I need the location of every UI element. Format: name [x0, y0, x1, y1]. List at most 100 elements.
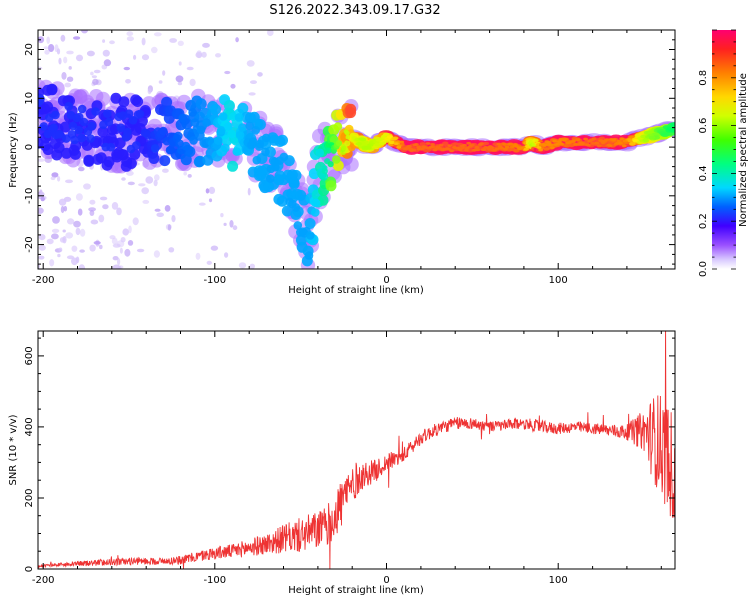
heatmap-cell	[174, 131, 183, 141]
heatmap-cell	[457, 148, 463, 152]
heatmap-speckle	[153, 179, 158, 187]
x-tick-label: -100	[203, 275, 226, 286]
heatmap-cell	[103, 156, 115, 168]
heatmap-speckle	[89, 199, 96, 205]
heatmap-cell	[135, 109, 145, 119]
heatmap-cell	[281, 205, 293, 217]
heatmap-speckle	[136, 248, 145, 253]
heatmap-speckle	[71, 245, 78, 252]
heatmap-cell	[464, 146, 470, 150]
heatmap-cell	[213, 136, 223, 145]
heatmap-cell	[379, 141, 386, 145]
heatmap-cell	[166, 145, 175, 155]
heatmap-speckle	[78, 264, 86, 269]
heatmap-cell	[114, 137, 126, 149]
heatmap-cell	[227, 129, 236, 139]
heatmap-speckle	[257, 72, 263, 77]
heatmap-cell	[396, 145, 402, 149]
heatmap-cell	[635, 133, 642, 138]
heatmap-speckle	[117, 258, 121, 266]
heatmap-cell	[188, 108, 197, 117]
x-tick-label: 0	[383, 575, 389, 586]
heatmap-cell	[234, 113, 244, 122]
heatmap-cell	[261, 133, 271, 143]
heatmap-cell	[279, 152, 289, 162]
heatmap-cell	[439, 143, 444, 147]
heatmap-cell	[293, 221, 303, 230]
heatmap-cell	[128, 115, 138, 125]
heatmap-speckle	[98, 214, 105, 223]
heatmap-cell	[524, 144, 531, 149]
heatmap-speckle	[246, 60, 255, 67]
heatmap-speckle	[132, 217, 139, 226]
heatmap-cell	[238, 123, 247, 132]
heatmap-cell	[345, 107, 357, 119]
heatmap-speckle	[153, 250, 160, 258]
heatmap-cell	[271, 163, 280, 172]
heatmap-cell	[325, 180, 337, 192]
heatmap-cell	[290, 169, 302, 181]
heatmap-speckle	[60, 34, 66, 42]
heatmap-cell	[218, 112, 228, 121]
heatmap-speckle	[202, 42, 210, 48]
heatmap-cell	[178, 113, 187, 123]
heatmap-speckle	[164, 205, 171, 212]
heatmap-cell	[365, 146, 372, 150]
heatmap-cell	[344, 140, 351, 147]
heatmap-cell	[55, 130, 64, 139]
heatmap-cell	[306, 231, 315, 240]
heatmap-cell	[374, 142, 381, 147]
heatmap-cell	[195, 98, 207, 110]
heatmap-cell	[392, 136, 399, 141]
heatmap-cell	[607, 144, 613, 148]
heatmap-speckle	[43, 46, 49, 50]
heatmap-cell	[103, 109, 112, 118]
heatmap-cell	[196, 125, 206, 135]
heatmap-cell	[586, 143, 591, 147]
heatmap-speckle	[38, 158, 45, 162]
heatmap-speckle	[116, 207, 122, 216]
heatmap-speckle	[208, 198, 213, 203]
heatmap-speckle	[68, 66, 72, 70]
heatmap-cell	[627, 138, 633, 142]
heatmap-cell	[118, 96, 130, 108]
heatmap-cell	[463, 149, 469, 152]
heatmap-speckle	[66, 50, 74, 55]
heatmap-speckle	[126, 36, 134, 42]
heatmap-cell	[266, 174, 275, 183]
heatmap-cell	[399, 140, 405, 144]
heatmap-speckle	[127, 240, 134, 246]
heatmap-speckle	[247, 187, 251, 196]
heatmap-speckle	[121, 177, 126, 181]
heatmap-cell	[502, 142, 508, 146]
heatmap-speckle	[208, 186, 216, 194]
heatmap-speckle	[248, 92, 256, 96]
heatmap-cell	[668, 128, 675, 133]
snr-y-label: SNR (10 * v/v)	[8, 414, 19, 485]
heatmap-cell	[202, 118, 211, 127]
x-tick-label: -200	[32, 275, 55, 286]
heatmap-cell	[64, 101, 73, 111]
heatmap-cell	[344, 130, 350, 136]
y-tick-label: 400	[24, 417, 35, 436]
heatmap-cell	[559, 142, 564, 146]
heatmap-cell	[414, 143, 419, 146]
heatmap-speckle	[54, 44, 59, 53]
heatmap-cell	[51, 110, 60, 120]
y-tick-label: 0	[24, 144, 35, 150]
heatmap-speckle	[230, 83, 236, 89]
heatmap-cell	[564, 137, 569, 141]
heatmap-speckle	[141, 54, 150, 61]
heatmap-speckle	[175, 75, 184, 83]
heatmap-cell	[159, 126, 168, 136]
heatmap-speckle	[122, 228, 129, 236]
x-tick-label: 100	[549, 275, 568, 286]
heatmap-speckle	[162, 70, 166, 76]
heatmap-speckle	[73, 220, 81, 228]
heatmap-speckle	[93, 69, 101, 74]
heatmap-cell	[430, 143, 435, 146]
heatmap-cell	[446, 147, 451, 151]
snr-series-line	[38, 331, 675, 569]
